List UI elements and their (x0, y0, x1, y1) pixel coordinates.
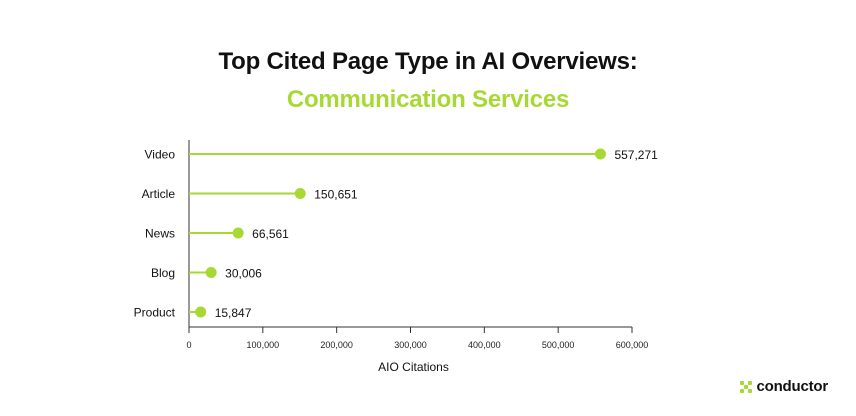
conductor-logo-icon (740, 380, 753, 393)
x-tick-label: 100,000 (247, 340, 280, 350)
lollipop-dot (594, 148, 606, 160)
data-label: 30,006 (225, 267, 262, 281)
chart-title: Top Cited Page Type in AI Overviews: (218, 48, 638, 75)
category-label: News (145, 227, 175, 241)
data-label: 15,847 (215, 306, 252, 320)
x-tick-label: 300,000 (394, 340, 427, 350)
data-label: 557,271 (614, 148, 658, 162)
chart-subtitle: Communication Services (286, 86, 570, 113)
category-label: Product (134, 306, 176, 320)
brand-logo: conductor (740, 378, 828, 395)
brand-name: conductor (756, 378, 828, 395)
data-label: 150,651 (314, 188, 358, 202)
category-label: Article (142, 187, 176, 201)
lollipop-dot (232, 227, 244, 239)
x-tick-label: 400,000 (468, 340, 501, 350)
lollipop-dot (195, 306, 207, 318)
x-tick-label: 600,000 (616, 340, 649, 350)
x-tick-label: 500,000 (542, 340, 575, 350)
category-label: Blog (151, 266, 175, 280)
x-tick-label: 0 (186, 340, 191, 350)
lollipop-dot (294, 188, 306, 199)
category-label: Video (145, 148, 176, 162)
lollipop-dot (205, 267, 217, 278)
x-tick-label: 200,000 (320, 340, 353, 350)
x-axis-title: AIO Citations (378, 360, 449, 374)
data-label: 66,561 (252, 227, 289, 241)
